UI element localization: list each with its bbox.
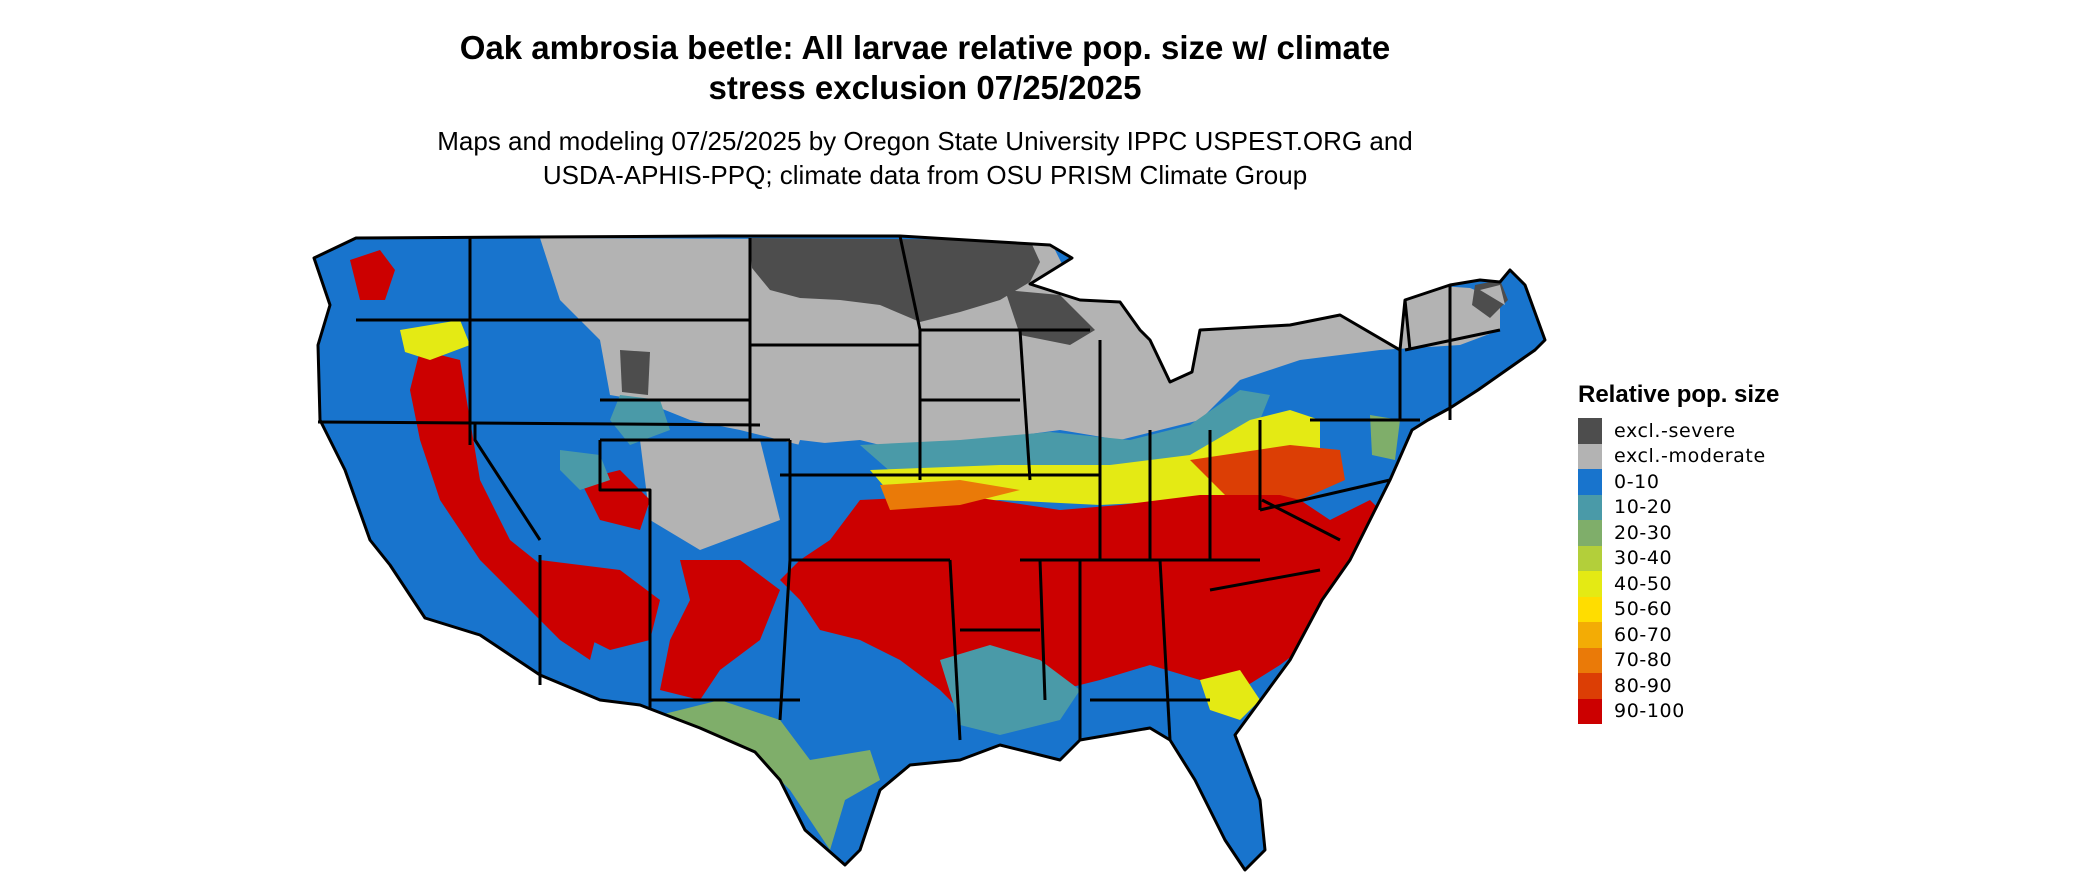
legend-swatch [1578,418,1602,444]
state-border [1209,568,1321,592]
legend-item: 70-80 [1578,647,1779,673]
risk-zones [350,238,1508,850]
legend: Relative pop. size excl.-severe excl.-mod… [1578,380,1779,724]
risk-zone [860,390,1270,480]
state-border [1403,299,1412,351]
map-title-line-1: Oak ambrosia beetle: All larvae relative… [459,29,1391,66]
legend-swatch [1578,443,1602,469]
legend-label: excl.-moderate [1614,445,1766,468]
risk-zone [400,320,470,360]
legend-swatch [1578,698,1602,724]
legend-item: excl.-moderate [1578,443,1779,469]
legend-label: 80-90 [1614,674,1673,697]
legend-item: 50-60 [1578,596,1779,622]
risk-zone [610,395,670,445]
map-title: Oak ambrosia beetle: All larvae relative… [320,28,1530,108]
risk-zone [880,480,1020,510]
risk-zone [640,440,780,550]
state-border [312,234,1547,872]
legend-label: 40-50 [1614,572,1673,595]
state-border [1018,329,1032,481]
risk-zone [870,410,1320,505]
legend-item: excl.-severe [1578,418,1779,444]
legend-title: Relative pop. size [1578,381,1780,408]
state-border [1158,559,1172,741]
legend-swatch [1578,596,1602,622]
legend-swatch [1578,647,1602,673]
legend-label: 90-100 [1614,700,1685,723]
legend-item: 10-20 [1578,494,1779,520]
map-subtitle-line-2: USDA-APHIS-PPQ; climate data from OSU PR… [542,160,1308,190]
risk-zone [1370,415,1400,460]
legend-item: 90-100 [1578,698,1779,724]
state-border [473,422,542,541]
legend-label: 30-40 [1614,547,1673,570]
risk-zone [660,560,780,700]
state-border [948,559,962,741]
legend-swatch [1578,469,1602,495]
legend-item: 0-10 [1578,469,1779,495]
state-border [1404,328,1501,352]
legend-label: 20-30 [1614,521,1673,544]
state-border [598,440,652,710]
legend-label: excl.-severe [1614,419,1736,442]
legend-item: 60-70 [1578,622,1779,648]
risk-zone [350,250,395,300]
legend-label: 0-10 [1614,470,1660,493]
risk-zone [560,450,610,490]
risk-zone [780,495,1390,710]
legend-label: 10-20 [1614,496,1673,519]
legend-item: 20-30 [1578,520,1779,546]
risk-zone [640,700,880,850]
state-border [1038,559,1047,701]
legend-label: 70-80 [1614,649,1673,672]
state-border [600,318,752,345]
risk-zone [540,560,660,650]
map-subtitle: Maps and modeling 07/25/2025 by Oregon S… [320,124,1530,192]
state-border [1259,478,1391,512]
risk-zone [750,238,1040,322]
legend-items: excl.-severe excl.-moderate 0-10 10-20 20-30… [1578,418,1779,724]
risk-zone [580,470,650,530]
legend-item: 40-50 [1578,571,1779,597]
risk-zone [1190,445,1345,500]
legend-swatch [1578,520,1602,546]
risk-zone [620,350,650,395]
legend-swatch [1578,545,1602,571]
state-borders [312,234,1547,872]
legend-item: 80-90 [1578,673,1779,699]
legend-swatch [1578,494,1602,520]
legend-label: 50-60 [1614,598,1673,621]
map-subtitle-line-1: Maps and modeling 07/25/2025 by Oregon S… [437,126,1413,156]
risk-zone [1200,670,1260,720]
legend-swatch [1578,622,1602,648]
legend-label: 60-70 [1614,623,1673,646]
risk-zone [1480,285,1505,305]
state-border [1261,498,1341,542]
legend-swatch [1578,673,1602,699]
legend-swatch [1578,571,1602,597]
state-border [317,420,761,427]
map-title-line-2: stress exclusion 07/25/2025 [708,69,1142,106]
legend-item: 30-40 [1578,545,1779,571]
